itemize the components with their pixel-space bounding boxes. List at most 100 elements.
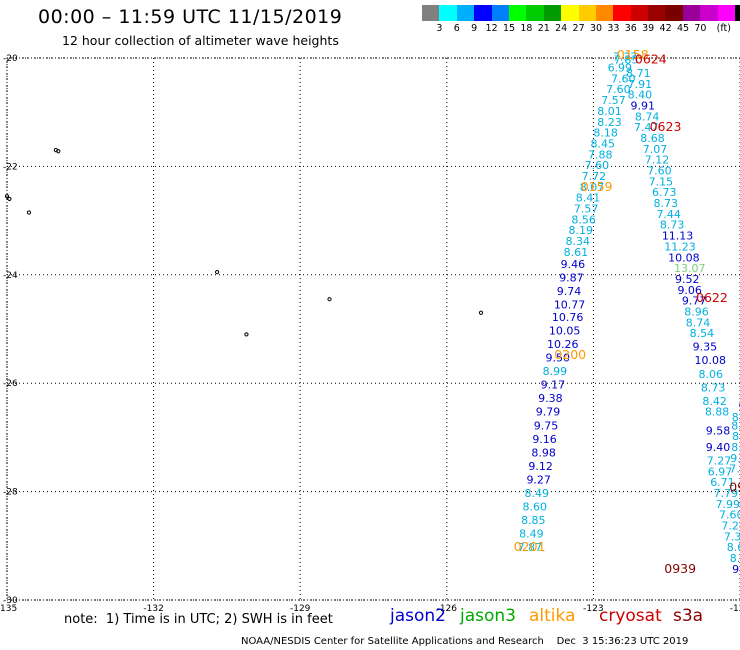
wave-height-value: 7.27 xyxy=(707,455,732,468)
wave-height-value: 11.23 xyxy=(664,240,696,253)
colorbar-swatch xyxy=(508,5,527,21)
pass-time-label: 0940 xyxy=(729,480,740,495)
colorbar-swatch xyxy=(491,5,509,21)
colorbar-label: 33 xyxy=(607,23,620,34)
wave-height-value: 7.60 xyxy=(647,165,672,178)
colorbar-swatch xyxy=(543,5,562,21)
wave-height-value: 6.97 xyxy=(708,465,733,478)
wave-height-value: 8.78 xyxy=(732,411,740,424)
pass-time-label: 0939 xyxy=(664,561,696,576)
lat-label: -20 xyxy=(3,54,18,64)
pass-time-label: 0622 xyxy=(696,290,728,305)
wave-height-value: 7.07 xyxy=(643,143,668,156)
wave-height-value: 8.73 xyxy=(701,381,726,394)
colorbar-swatch xyxy=(630,5,649,21)
wave-height-value: 10.76 xyxy=(552,311,584,324)
wave-height-value: 7.28 xyxy=(721,520,740,533)
colorbar-label: 12 xyxy=(485,23,498,34)
legend-jason2: jason2 xyxy=(390,606,446,626)
colorbar-swatch xyxy=(526,5,544,21)
wave-height-value: 8.20 xyxy=(730,552,740,565)
island-marker xyxy=(26,210,32,215)
wave-height-value: 8.66 xyxy=(731,441,740,454)
wave-height-value: 8.74 xyxy=(635,110,660,123)
wave-height-value: 7.87 xyxy=(518,541,543,554)
wave-height-value: 10.77 xyxy=(554,298,586,311)
wave-height-value: 8.99 xyxy=(543,365,568,378)
wave-height-value: 9.12 xyxy=(732,563,740,576)
wave-height-value: 8.45 xyxy=(590,137,615,150)
wave-height-value: 7.60 xyxy=(719,509,740,522)
colorbar-label: 27 xyxy=(572,23,585,34)
wave-height-value: 8.66 xyxy=(727,541,740,554)
lon-label: -123 xyxy=(583,604,603,614)
wave-height-value: 9.66 xyxy=(730,452,740,465)
wave-height-value: 6.71 xyxy=(710,476,735,489)
wave-height-value: 9.74 xyxy=(557,285,582,298)
legend-jason3: jason3 xyxy=(460,606,516,626)
colorbar-label: 15 xyxy=(502,23,516,34)
colorbar-label: 24 xyxy=(555,23,568,34)
wave-height-value: 7.91 xyxy=(628,78,653,91)
wave-height-value: 7.39 xyxy=(724,530,740,543)
wave-height-value: 9.58 xyxy=(706,425,731,438)
wave-height-value: 10.08 xyxy=(695,354,727,367)
wave-height-value: 8.96 xyxy=(684,305,709,318)
lat-label: -30 xyxy=(3,596,18,606)
island-marker xyxy=(478,310,484,315)
wave-height-value: 7.79 xyxy=(714,487,739,500)
wave-height-value: 7.99 xyxy=(716,498,740,511)
island-marker xyxy=(4,194,10,199)
wave-height-value: 9.87 xyxy=(559,271,584,284)
colorbar-label: 30 xyxy=(589,23,603,34)
colorbar-swatch xyxy=(613,5,631,21)
wave-height-value: 8.73 xyxy=(660,219,685,232)
wave-height-value: 9.27 xyxy=(526,473,551,486)
wave-height-value: 8.73 xyxy=(654,197,679,210)
wave-height-value: 9.35 xyxy=(693,341,718,354)
wave-height-value: 8.60 xyxy=(523,501,548,514)
colorbar-label: 45 xyxy=(676,23,690,34)
colorbar-swatch xyxy=(595,5,614,21)
map-title: 00:00 – 11:59 UTC 11/15/2019 xyxy=(38,6,343,28)
wave-height-value: 9.75 xyxy=(534,419,559,432)
colorbar-label: 21 xyxy=(537,23,550,34)
map-note: note: 1) Time is in UTC; 2) SWH is in fe… xyxy=(64,612,333,627)
wave-height-value: 13.07 xyxy=(674,262,706,275)
colorbar-swatch xyxy=(665,5,683,21)
wave-height-value: 11.13 xyxy=(662,230,694,243)
lat-label: -26 xyxy=(3,379,18,389)
lon-label: -120 xyxy=(730,604,740,614)
legend-altika: altika xyxy=(529,606,576,626)
colorbar-swatch xyxy=(682,5,701,21)
wave-height-value: 7.85 xyxy=(614,53,639,66)
pass-time-label: 0159 xyxy=(581,179,613,194)
colorbar-swatch xyxy=(422,5,440,21)
pass-time-label: 0158 xyxy=(617,47,649,62)
wave-height-value: 8.86 xyxy=(732,430,740,443)
lon-label: -135 xyxy=(0,604,17,614)
colorbar-swatch xyxy=(717,5,736,21)
wave-height-value: 8.23 xyxy=(597,116,622,129)
wave-height-value: 7.22 xyxy=(729,463,740,476)
colorbar-swatch xyxy=(648,5,666,21)
colorbar-swatch xyxy=(474,5,492,21)
wave-height-value: 8.31 xyxy=(731,419,740,432)
wave-height-value: 9.17 xyxy=(541,379,566,392)
wave-height-value: 7.57 xyxy=(574,202,599,215)
colorbar-label: 6 xyxy=(453,23,460,34)
colorbar-label: 42 xyxy=(659,23,672,34)
wave-height-value: 8.06 xyxy=(698,368,723,381)
colorbar-swatch xyxy=(456,5,475,21)
island-marker xyxy=(327,297,332,302)
lat-label: -22 xyxy=(3,162,18,172)
wave-height-value: 8.07 xyxy=(580,181,605,194)
wave-height-value: 8.88 xyxy=(705,406,730,419)
wave-height-value: 7.44 xyxy=(656,208,681,221)
wave-height-value: 8.56 xyxy=(571,213,596,226)
wave-height-value: 9.50 xyxy=(546,352,571,365)
wave-height-value: 10.26 xyxy=(547,338,579,351)
pass-time-label: 0200 xyxy=(554,347,586,362)
colorbar-label: 18 xyxy=(520,23,533,34)
